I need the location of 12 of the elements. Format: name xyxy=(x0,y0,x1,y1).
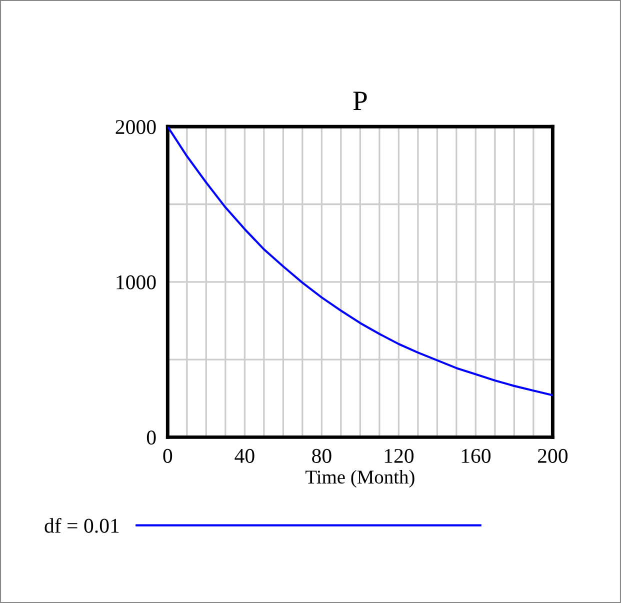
x-tick-label: 0 xyxy=(163,448,172,463)
y-tick-label: 0 xyxy=(146,430,156,445)
x-tick-label: 40 xyxy=(234,448,254,463)
x-axis-title: Time (Month) xyxy=(306,470,414,488)
x-tick-label: 160 xyxy=(462,448,491,463)
y-tick-label: 2000 xyxy=(116,120,156,134)
y-tick-label: 1000 xyxy=(116,275,156,290)
x-tick-label: 80 xyxy=(312,448,332,463)
text: df = 0.01 xyxy=(44,518,119,533)
chart-title: P xyxy=(353,92,367,110)
x-tick-label: 200 xyxy=(538,448,568,463)
x-tick-label: 120 xyxy=(384,448,414,463)
